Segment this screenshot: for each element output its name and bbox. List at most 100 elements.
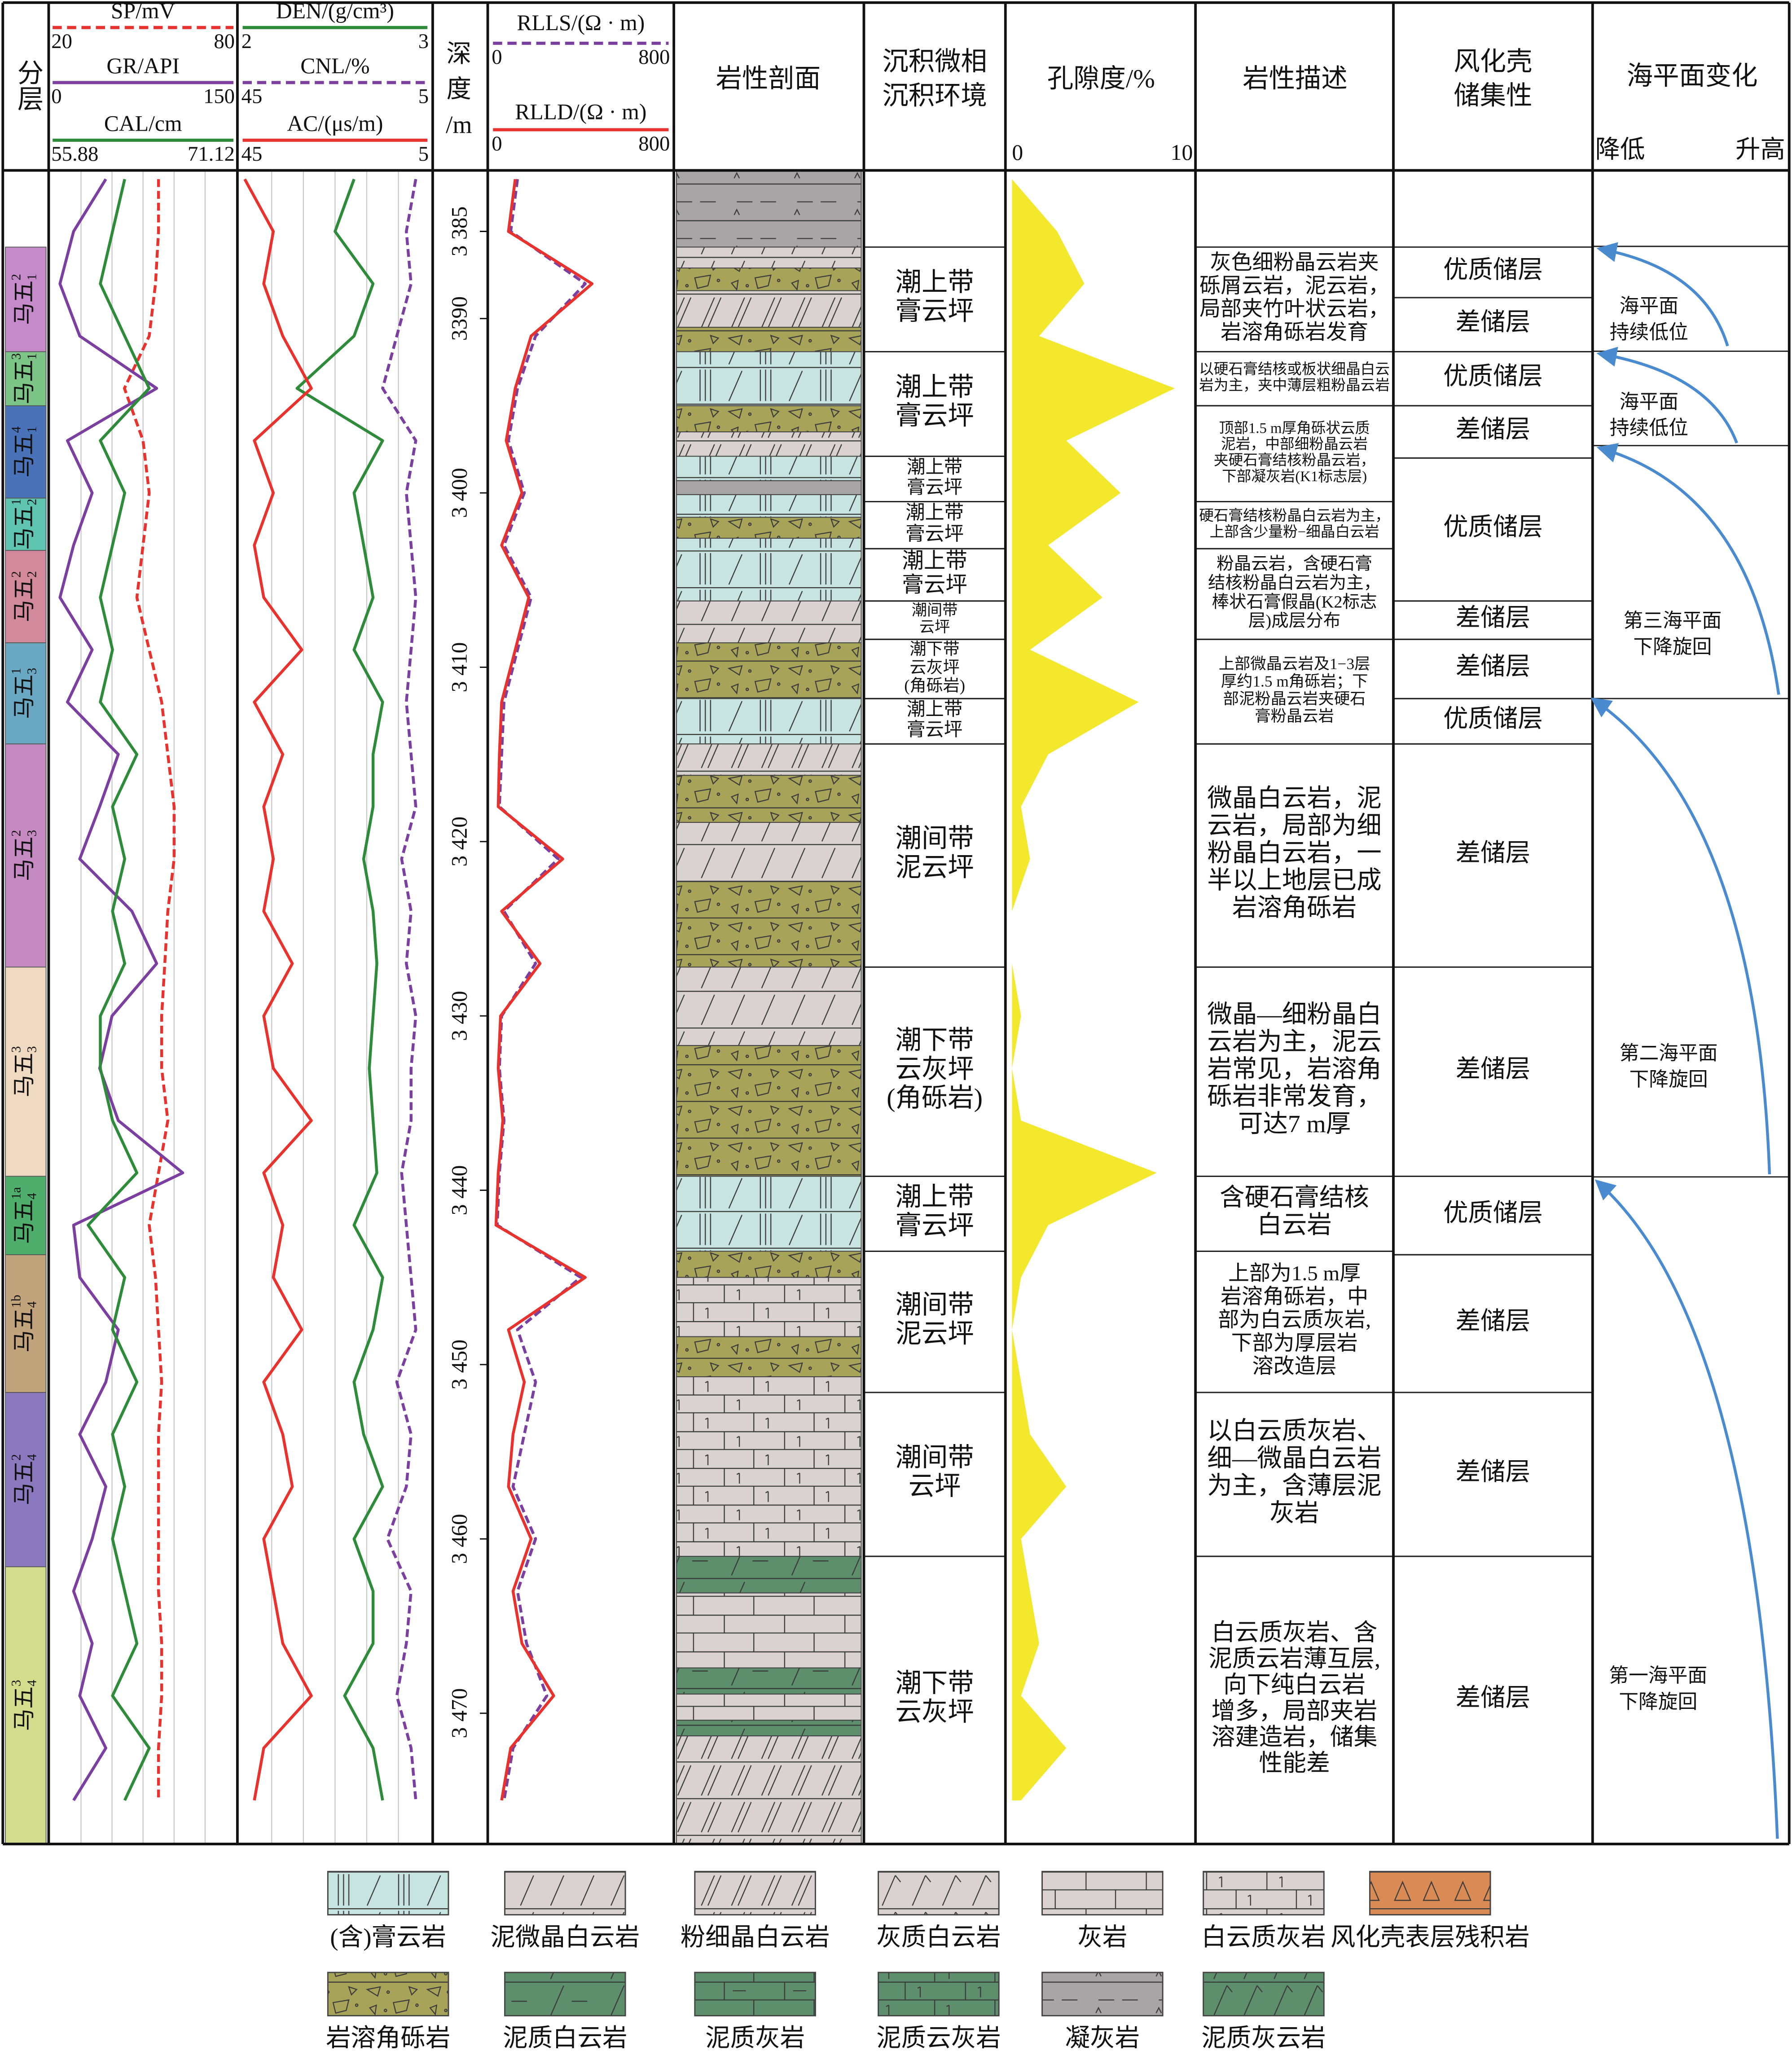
- reservoir-text: 差储层: [1456, 1307, 1530, 1335]
- description-text: 岩溶角砾岩: [1232, 894, 1357, 922]
- lithology-bed: [676, 698, 862, 745]
- facies-text: 云灰坪: [896, 1054, 974, 1084]
- layer: [5, 351, 47, 406]
- layer-sup: 3: [9, 1046, 23, 1053]
- layer-sup: 2: [9, 571, 23, 578]
- layer: [5, 246, 47, 352]
- layer: [5, 1392, 47, 1568]
- porosity-area: [1012, 179, 1175, 1800]
- lithology-bed: [676, 327, 862, 352]
- depth-header: /m: [446, 111, 472, 138]
- log-curve: [295, 179, 384, 1801]
- facies-text: 潮下带: [896, 1669, 974, 1698]
- description-text: 部为白云质灰岩,: [1218, 1309, 1371, 1332]
- description-text: 粉晶云岩，含硬石膏: [1217, 554, 1372, 574]
- curve-min-label: 0: [492, 132, 502, 155]
- layer-sup: 2: [9, 1454, 23, 1461]
- reservoir-text: 差储层: [1456, 416, 1530, 443]
- description-text: 白云质灰岩、含: [1212, 1620, 1378, 1646]
- curve-min-label: 45: [242, 142, 263, 166]
- legend-swatch: [1041, 1871, 1164, 1916]
- description-text: 云岩为主，泥云: [1207, 1028, 1381, 1055]
- log-curve: [58, 178, 184, 1801]
- reservoir-text: 差储层: [1456, 1055, 1530, 1083]
- curve-min-label: 0: [51, 85, 61, 108]
- lithology-bed: [676, 1376, 862, 1557]
- facies-text: 潮下带: [910, 640, 960, 659]
- lithology-bed: [676, 494, 862, 518]
- log-curve: [496, 179, 587, 1801]
- lithology-bed: [676, 1667, 862, 1695]
- lithology-bed: [676, 1693, 862, 1721]
- legend-swatch: [504, 1972, 626, 2016]
- layer-sup: 2: [9, 274, 23, 281]
- layer: [5, 405, 47, 499]
- depth-tick-label: 3 440: [447, 1165, 472, 1216]
- arrow: [1594, 1179, 1779, 1839]
- arrow: [1596, 347, 1738, 443]
- description-text: 细—微晶白云岩: [1207, 1445, 1381, 1472]
- facies-text: 泥云坪: [896, 1319, 974, 1348]
- curve-max-label: 800: [638, 132, 670, 155]
- curve-min-label: 20: [51, 30, 72, 53]
- legend-swatch: [327, 1871, 449, 1916]
- description-text: 岩溶角砾岩发育: [1221, 321, 1368, 344]
- lithology-bed: [676, 246, 862, 269]
- description-text: 岩为主，夹中薄层粗粉晶云岩: [1199, 377, 1390, 394]
- layer-name: 马五: [12, 578, 36, 622]
- curve-name: GR/API: [106, 53, 180, 78]
- description-text: 以白云质灰岩、: [1207, 1417, 1381, 1445]
- layer-label: 马五32: [9, 830, 39, 881]
- facies-text: 云坪: [919, 619, 950, 636]
- legend-swatch: [694, 1871, 816, 1916]
- legend-label: 白云质灰岩: [1201, 1923, 1326, 1951]
- description-text: 上部为1.5 m厚: [1228, 1262, 1361, 1285]
- layer: [5, 1176, 47, 1256]
- description-text: 以硬石膏结核或板状细晶白云: [1199, 361, 1390, 378]
- layer-sub: 1: [25, 353, 39, 360]
- layer-name: 马五: [12, 360, 36, 404]
- reservoir-text: 优质储层: [1443, 362, 1543, 390]
- legend-label: 泥质云灰岩: [876, 2024, 1001, 2052]
- depth-tick-label: 3 450: [447, 1339, 472, 1390]
- curve-name: AC/(μs/m): [287, 111, 383, 136]
- log-curve: [494, 179, 594, 1801]
- legend-swatch: [1203, 1871, 1325, 1916]
- legend-swatch: [878, 1972, 1000, 2016]
- layer-name: 马五: [12, 1053, 36, 1097]
- facies-text: 膏云坪: [905, 523, 964, 545]
- sea-note: 下降旋回: [1619, 1691, 1697, 1713]
- lithology-bed: [676, 1735, 862, 1844]
- curve-name: RLLD/(Ω · m): [515, 99, 646, 124]
- lithology-bed: [676, 822, 862, 883]
- facies-text: 潮上带: [896, 1182, 974, 1211]
- description-text: 部泥粉晶云岩夹硬石: [1223, 690, 1366, 707]
- curve-max-label: 3: [418, 30, 429, 53]
- reservoir-text: 差储层: [1456, 604, 1530, 631]
- layer-name: 马五: [12, 1308, 36, 1352]
- facies-text: (角砾岩): [887, 1083, 983, 1112]
- layer-sup: 1b: [9, 1295, 23, 1308]
- curve-min-label: 45: [242, 85, 263, 108]
- layer-sub: 4: [25, 1193, 39, 1199]
- curve-name: RLLS/(Ω · m): [517, 10, 645, 35]
- layer-label: 马五22: [9, 571, 39, 622]
- description-text: 云岩，局部为细: [1207, 812, 1381, 839]
- layer-name: 马五: [12, 1461, 36, 1505]
- depth-tick-label: 3390: [447, 296, 472, 341]
- layer: [5, 1254, 47, 1393]
- facies-text: 潮间带: [896, 1443, 974, 1472]
- description-text: 岩溶角砾岩，中: [1221, 1285, 1368, 1309]
- depth-tick-label: 3 420: [447, 817, 472, 867]
- description-text: 岩常见，岩溶角: [1207, 1055, 1381, 1083]
- layer-sub: 4: [25, 1454, 39, 1461]
- facies-text: 云灰坪: [896, 1697, 974, 1726]
- facies-text: 潮上带: [896, 372, 974, 401]
- lithology-bed: [676, 743, 862, 776]
- lithology-bed: [676, 1251, 862, 1278]
- description-text: 微晶—细粉晶白: [1207, 1001, 1381, 1028]
- description-text: 泥质云岩薄互层,: [1208, 1646, 1380, 1672]
- layer-header: 分层: [13, 59, 43, 111]
- lithology-bed: [676, 1045, 862, 1177]
- layer-sub: 3: [25, 1046, 39, 1053]
